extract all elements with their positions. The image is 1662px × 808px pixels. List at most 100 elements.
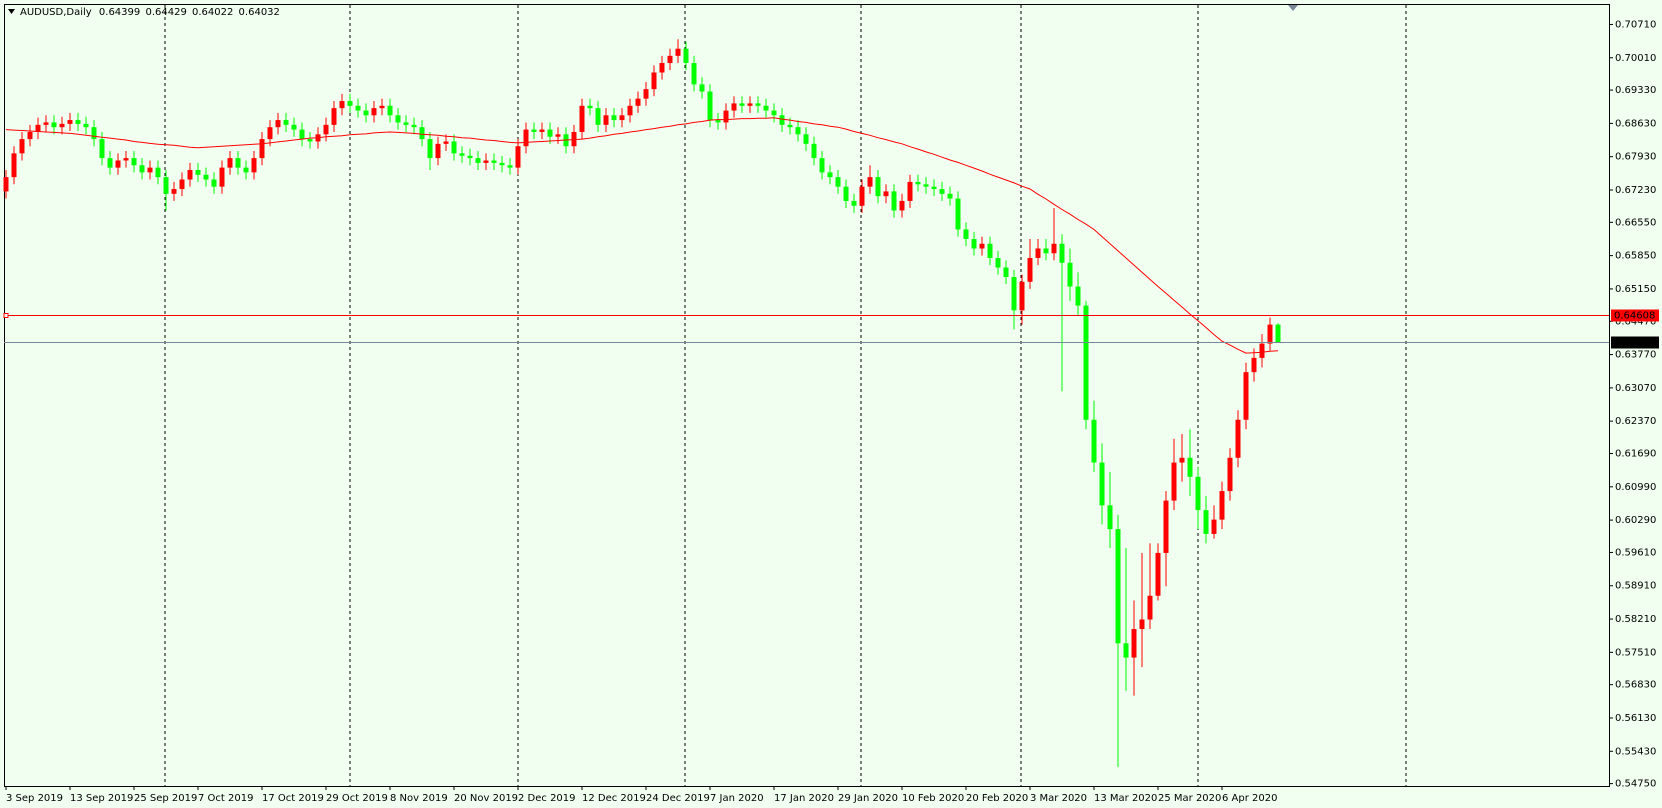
y-tick-label: 0.63070 [1615, 383, 1656, 394]
y-tick-label: 0.65850 [1615, 251, 1656, 262]
candle-body [1275, 324, 1281, 343]
candle-body [1091, 419, 1097, 463]
candle-body [515, 146, 521, 168]
candle-body [1043, 248, 1049, 254]
candle-body [195, 170, 201, 175]
candle-body [683, 48, 689, 63]
candle-body [1019, 281, 1025, 311]
x-tick-label: 7 Oct 2019 [198, 793, 253, 804]
candle-body [915, 181, 921, 185]
candle-body [115, 160, 121, 168]
candle-body [1027, 258, 1033, 282]
candle-body [379, 105, 385, 109]
candle-body [419, 127, 425, 140]
y-tick-label: 0.58210 [1615, 614, 1656, 625]
price-label-box [1611, 309, 1659, 322]
candle-body [435, 143, 441, 159]
period-separators [164, 5, 1407, 786]
y-tick-label: 0.60290 [1615, 515, 1656, 526]
candle-body [227, 158, 233, 168]
candle-body [643, 89, 649, 99]
candle-body [635, 98, 641, 106]
candle-body [75, 120, 81, 124]
candle-body [955, 198, 961, 230]
candle-body [491, 160, 497, 163]
header-low: 0.64022 [192, 7, 233, 18]
candle-body [587, 105, 593, 109]
candle-body [859, 186, 865, 206]
candle-body [11, 153, 17, 178]
candle-body [443, 141, 449, 144]
candle-body [1075, 286, 1081, 306]
x-tick-label: 7 Jan 2020 [710, 793, 764, 804]
candle-body [923, 184, 929, 187]
price-label: 0.64032 [1614, 338, 1655, 349]
candle-body [1131, 629, 1137, 658]
header-close: 0.64032 [239, 7, 280, 18]
candle-body [307, 139, 313, 142]
candle-body [1219, 491, 1225, 520]
candle-body [531, 129, 537, 132]
candle-body [51, 122, 57, 128]
candle-body [1051, 243, 1057, 254]
candle-body [851, 200, 857, 206]
x-tick-label: 10 Feb 2020 [902, 793, 964, 804]
candle-body [939, 189, 945, 194]
candle-body [1163, 500, 1169, 553]
y-tick-label: 0.65150 [1615, 284, 1656, 295]
candle-body [267, 127, 273, 140]
candle-body [691, 62, 697, 85]
y-tick-label: 0.56830 [1615, 680, 1656, 691]
candle-body [323, 124, 329, 135]
x-tick-label: 2 Dec 2019 [518, 793, 576, 804]
candle-body [907, 181, 913, 201]
candle-body [107, 158, 113, 168]
candle-body [507, 165, 513, 168]
candle-body [363, 110, 369, 116]
y-tick-label: 0.67930 [1615, 152, 1656, 163]
candle-body [395, 115, 401, 123]
candle-body [499, 162, 505, 166]
candle-body [1083, 305, 1089, 420]
moving-average-line [5, 117, 1279, 354]
candle-body [739, 103, 745, 106]
price-line-handle [3, 313, 9, 318]
candle-body [451, 141, 457, 154]
candle-body [347, 101, 353, 106]
candle-body [811, 143, 817, 159]
candle-body [947, 193, 953, 199]
candle-body [731, 103, 737, 111]
y-tick-label: 0.63770 [1615, 350, 1656, 361]
x-tick-label: 13 Sep 2019 [70, 793, 133, 804]
candle-body [243, 167, 249, 173]
candle-body [1067, 262, 1073, 287]
candle-body [579, 105, 585, 132]
candle-body [803, 134, 809, 144]
candle-body [819, 158, 825, 173]
candle-body [1099, 462, 1105, 506]
symbol-label: AUDUSD,Daily [20, 7, 92, 18]
candle-body [35, 124, 41, 132]
candle-body [1259, 343, 1265, 358]
candle-body [867, 177, 873, 187]
candle-body [131, 158, 137, 166]
chart-header: AUDUSD,Daily 0.64399 0.64429 0.64022 0.6… [20, 7, 280, 18]
y-tick-label: 0.67230 [1615, 185, 1656, 196]
candle-body [571, 131, 577, 147]
candle-body [1203, 510, 1209, 534]
x-tick-label: 17 Oct 2019 [262, 793, 324, 804]
candle-body [931, 186, 937, 190]
candle-body [787, 124, 793, 128]
candle-body [971, 238, 977, 249]
candle-body [651, 72, 657, 90]
candle-body [603, 115, 609, 125]
candle-body [427, 139, 433, 159]
candle-body [675, 48, 681, 56]
candle-body [291, 124, 297, 130]
candle-body [1123, 643, 1129, 658]
candle-body [3, 177, 9, 192]
shift-marker [1288, 5, 1298, 11]
candle-body [1059, 243, 1065, 263]
menu-arrow[interactable] [8, 9, 15, 14]
